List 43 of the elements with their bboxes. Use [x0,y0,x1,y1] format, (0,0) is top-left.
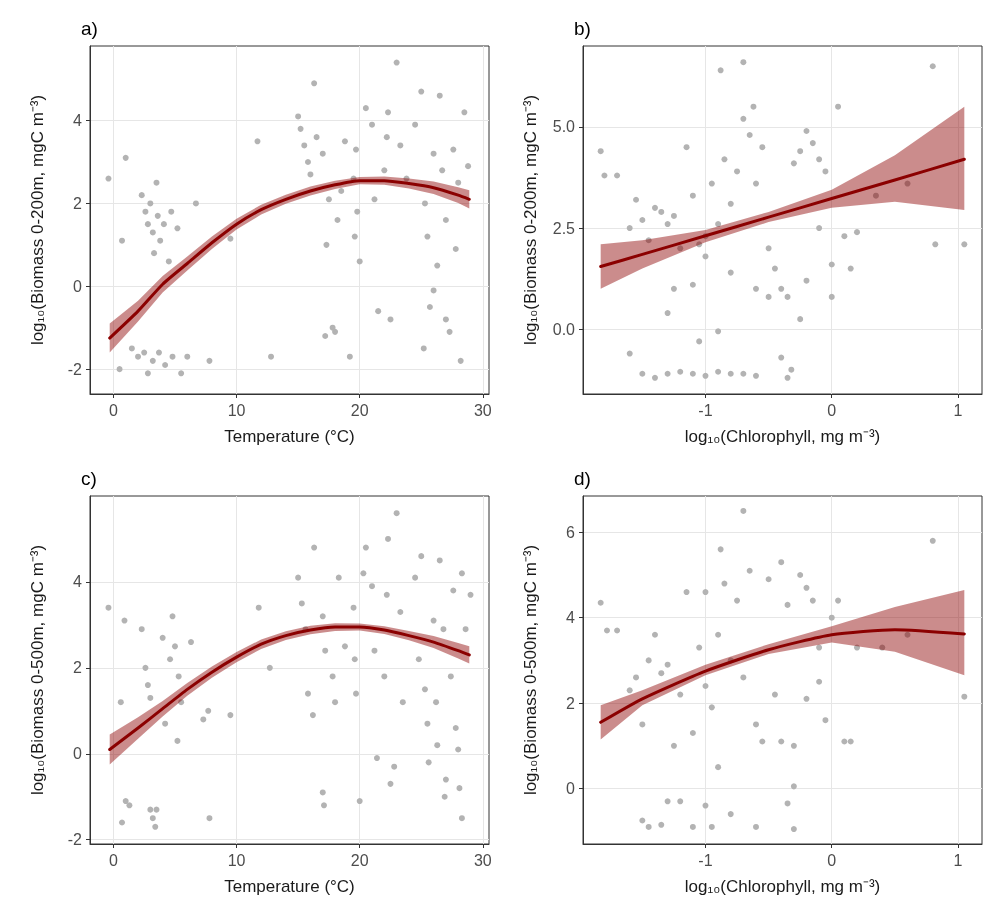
x-axis-title: log₁₀(Chlorophyll, mg m⁻³) [684,877,881,896]
x-tick-label: 20 [350,851,369,869]
y-tick-label: 2 [566,694,576,712]
y-axis-title: log₁₀(Biomass 0-200m, mgC m⁻³) [28,94,47,346]
line-series [599,157,966,269]
y-tick-label: 0 [566,779,576,797]
y-axis-title: log₁₀(Biomass 0-500m, mgC m⁻³) [521,544,540,796]
y-tick-label: 5.0 [552,118,576,136]
y-tick-label: 0 [73,745,83,763]
y-tick-label: 2 [73,194,83,212]
x-tick-label: 0 [827,851,837,869]
x-tick-label: 30 [473,401,492,419]
y-axis-title: log₁₀(Biomass 0-200m, mgC m⁻³) [521,94,540,346]
x-tick-label: -1 [698,401,713,419]
y-tick-label: 6 [566,523,576,541]
x-tick-label: -1 [698,851,713,869]
x-tick-label: 10 [227,401,246,419]
chart-title: c) [81,468,97,489]
y-tick-label: 4 [566,609,576,627]
x-tick-label: 1 [953,401,963,419]
y-axis-title: log₁₀(Biomass 0-500m, mgC m⁻³) [28,544,47,796]
line-series [599,628,966,724]
y-tick-label: 4 [73,573,83,591]
x-axis-title: log₁₀(Chlorophyll, mg m⁻³) [684,427,881,446]
x-tick-label: 0 [108,401,118,419]
y-tick-label: -2 [67,831,83,849]
x-axis-title: Temperature (°C) [224,427,355,446]
y-tick-label: 0.0 [552,320,576,338]
x-tick-label: 0 [827,401,837,419]
x-tick-label: 1 [953,851,963,869]
y-tick-label: 0 [73,277,83,295]
x-tick-label: 10 [227,851,246,869]
chart-title: a) [81,18,98,39]
y-tick-label: 2 [73,659,83,677]
chart-title: d) [574,468,591,489]
x-axis-title: Temperature (°C) [224,877,355,896]
x-tick-label: 0 [108,851,118,869]
x-tick-label: 30 [473,851,492,869]
y-tick-label: 2.5 [552,219,576,237]
x-tick-label: 20 [350,401,369,419]
y-tick-label: 4 [73,112,83,130]
chart-title: b) [574,18,591,39]
y-tick-label: -2 [67,360,83,378]
